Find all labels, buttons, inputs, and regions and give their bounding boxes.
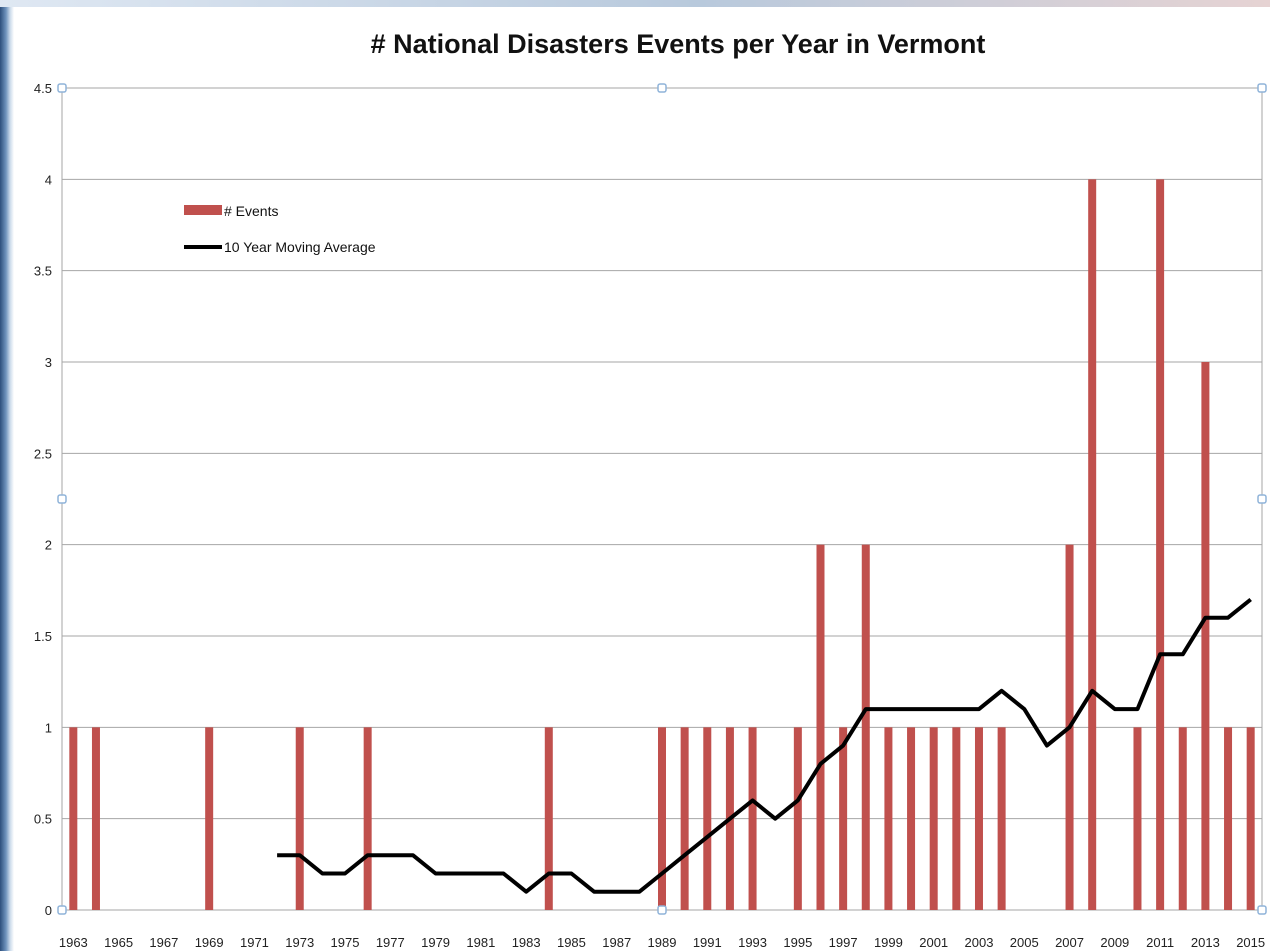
x-tick-label: 2005 xyxy=(1010,935,1039,950)
x-tick-label: 1993 xyxy=(738,935,767,950)
x-tick-label: 1995 xyxy=(783,935,812,950)
y-tick-label: 4.5 xyxy=(34,81,52,96)
x-tick-label: 2007 xyxy=(1055,935,1084,950)
bar xyxy=(884,727,893,910)
bar xyxy=(793,727,802,910)
x-tick-label: 1975 xyxy=(331,935,360,950)
bar xyxy=(748,727,757,910)
resize-handle[interactable] xyxy=(57,83,67,93)
bar xyxy=(544,727,553,910)
bar xyxy=(1156,179,1165,911)
bar-series-events xyxy=(69,179,1255,911)
x-tick-label: 2011 xyxy=(1146,935,1174,950)
legend-swatch-events xyxy=(184,205,222,215)
bar xyxy=(1133,727,1142,910)
moving-average-line xyxy=(277,597,1252,894)
legend: # Events 10 Year Moving Average xyxy=(184,203,376,255)
x-tick-label: 1979 xyxy=(421,935,450,950)
bar xyxy=(952,727,961,910)
x-tick-label: 1973 xyxy=(285,935,314,950)
x-tick-label: 1967 xyxy=(149,935,178,950)
x-tick-label: 1963 xyxy=(59,935,88,950)
window-top-strip xyxy=(0,0,1270,7)
y-tick-label: 4 xyxy=(45,172,52,187)
gridlines xyxy=(61,87,1263,911)
x-tick-label: 1969 xyxy=(195,935,224,950)
chart-title: # National Disasters Events per Year in … xyxy=(371,29,986,59)
bar xyxy=(1201,362,1210,910)
legend-label-events: # Events xyxy=(224,203,278,219)
bar xyxy=(816,544,825,910)
x-tick-label: 1997 xyxy=(829,935,858,950)
resize-handle[interactable] xyxy=(657,905,667,915)
bar xyxy=(91,727,100,910)
x-tick-label: 1983 xyxy=(512,935,541,950)
bar xyxy=(205,727,214,910)
bar xyxy=(1246,727,1255,910)
bar xyxy=(974,727,983,910)
resize-handle[interactable] xyxy=(1257,905,1267,915)
y-axis-ticks: 0 0.5 1 1.5 2 2.5 3 3.5 4 4.5 xyxy=(34,81,52,918)
bar xyxy=(703,727,712,910)
resize-handle[interactable] xyxy=(657,83,667,93)
resize-handle[interactable] xyxy=(57,494,67,504)
chart-svg: # National Disasters Events per Year in … xyxy=(34,29,1267,950)
bar xyxy=(295,727,304,910)
x-tick-label: 2003 xyxy=(965,935,994,950)
bar xyxy=(929,727,938,910)
bar xyxy=(1224,727,1233,910)
y-tick-label: 1.5 xyxy=(34,629,52,644)
x-tick-label: 2013 xyxy=(1191,935,1220,950)
resize-handle[interactable] xyxy=(1257,494,1267,504)
bar xyxy=(658,727,666,910)
y-tick-label: 2 xyxy=(45,538,52,553)
x-tick-label: 1981 xyxy=(466,935,495,950)
line-series-moving-average xyxy=(277,597,1252,894)
y-tick-label: 2.5 xyxy=(34,446,52,461)
x-tick-label: 1977 xyxy=(376,935,405,950)
y-tick-label: 3 xyxy=(45,355,52,370)
y-tick-label: 1 xyxy=(45,720,52,735)
bar xyxy=(839,727,848,910)
y-tick-label: 0 xyxy=(45,903,52,918)
bar xyxy=(1088,179,1097,911)
x-tick-label: 1989 xyxy=(648,935,677,950)
x-tick-label: 2009 xyxy=(1100,935,1129,950)
bar xyxy=(680,727,689,910)
x-tick-label: 1987 xyxy=(602,935,631,950)
x-tick-label: 1971 xyxy=(240,935,269,950)
x-axis-ticks: 1963 1965 1967 1969 1971 1973 1975 1977 1979 1981… xyxy=(59,935,1265,950)
bar xyxy=(69,727,78,910)
bar xyxy=(1178,727,1187,910)
bar xyxy=(907,727,916,910)
y-tick-label: 3.5 xyxy=(34,264,52,279)
resize-handle[interactable] xyxy=(57,905,67,915)
x-tick-label: 1985 xyxy=(557,935,586,950)
y-tick-label: 0.5 xyxy=(34,812,52,827)
legend-label-moving-average: 10 Year Moving Average xyxy=(224,239,376,255)
x-tick-label: 1999 xyxy=(874,935,903,950)
resize-handle[interactable] xyxy=(1257,83,1267,93)
x-tick-label: 1991 xyxy=(693,935,722,950)
x-tick-label: 1965 xyxy=(104,935,133,950)
x-tick-label: 2015 xyxy=(1236,935,1265,950)
bar xyxy=(363,727,372,910)
x-tick-label: 2001 xyxy=(919,935,948,950)
bar xyxy=(997,727,1006,910)
selection-handles[interactable] xyxy=(57,83,1267,915)
chart-area[interactable]: # National Disasters Events per Year in … xyxy=(14,7,1270,951)
bar xyxy=(861,544,870,910)
